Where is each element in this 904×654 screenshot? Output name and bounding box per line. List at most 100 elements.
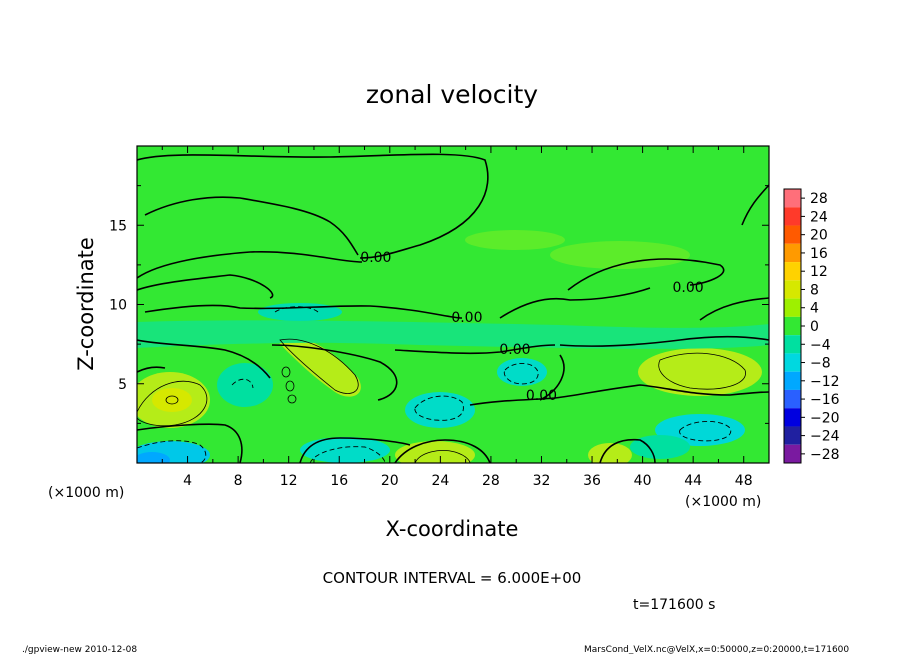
field-negative-region [258,303,342,321]
x-tick-label: 40 [634,473,652,489]
colorbar-swatch [784,389,801,409]
y-axis-ticks: 5 10 15 [109,185,769,424]
x-tick-label: 28 [482,473,500,489]
contour-line [559,335,769,347]
colorbar-label: −8 [810,356,831,372]
colorbar-swatch [784,408,801,427]
colorbar-swatch [784,189,801,208]
contour-line [539,354,565,401]
contour-line [137,153,489,259]
colorbar-label: 16 [810,246,828,262]
contour-line [679,421,732,442]
contour-line [658,352,746,390]
colorbar-swatch [784,298,801,317]
x-tick-label: 8 [234,473,243,489]
contour-line [741,184,769,226]
contour-label: 0.00 [499,342,530,358]
contour-line [394,344,556,355]
contour-label: 0.00 [673,280,704,296]
colorbar-label: −16 [810,392,840,408]
zero-contours [137,153,769,463]
contour-line [137,440,207,463]
field-negative-region [630,435,690,459]
colorbar-swatch [784,280,801,299]
contour-line [414,450,471,463]
contour-line [394,439,491,463]
colorbar-label: 20 [810,228,828,244]
contour-line [137,423,243,463]
colorbar: 28 24 20 16 12 8 4 0 −4 −8 −12 −16 −20 −24 −28 [783,188,840,464]
colorbar-swatch [784,371,801,390]
negative-contours [137,306,732,463]
contour-line [274,306,319,313]
field-positive-core [152,388,192,412]
time-label: t=171600 s [633,597,715,613]
colorbar-label: 24 [810,209,828,225]
contour-line [281,366,291,378]
colorbar-swatch [784,243,801,263]
contour-labels: 0.00 0.00 0.00 0.00 0.00 [360,250,703,404]
footer-right: MarsCond_VelX.nc@VelX,x=0:50000,z=0:2000… [584,645,849,654]
contour-line [137,274,274,299]
colorbar-label: 0 [810,319,819,335]
x-unit-label-left: (×1000 m) [48,485,124,501]
colorbar-label: −4 [810,337,831,353]
x-tick-label: 36 [583,473,601,489]
footer-left: ./gpview-new 2010-12-08 [22,645,137,654]
x-tick-label: 20 [381,473,399,489]
colorbar-label: 8 [810,282,819,298]
colorbar-swatch [784,444,801,463]
contour-line [279,338,359,394]
chart-title: zonal velocity [366,80,538,109]
contour-line [137,380,208,427]
contour-line [165,395,179,405]
contour-line [271,344,398,401]
colorbar-label: −28 [810,447,840,463]
field-negative-region [300,437,390,463]
contour-line [414,395,464,421]
x-tick-label: 16 [330,473,348,489]
x-tick-label: 4 [183,473,192,489]
colorbar-label: 4 [810,301,819,317]
contour-line [299,437,411,463]
colorbar-swatch [784,426,801,445]
x-axis-title: X-coordinate [386,517,519,541]
contour-line [137,339,271,379]
colorbar-swatch [784,262,801,281]
colorbar-label: −12 [810,374,840,390]
field-negative-region [217,363,273,407]
contour-line [137,366,166,373]
colorbar-label: 28 [810,191,828,207]
contour-line [287,394,297,404]
field-positive-region [272,334,361,397]
y-tick-label: 10 [109,298,127,314]
x-tick-label: 32 [533,473,551,489]
x-axis-ticks: 4 8 12 16 20 24 28 32 36 40 44 48 [161,146,753,489]
y-tick-label: 5 [118,377,127,393]
x-unit-label-right: (×1000 m) [685,494,761,510]
contour-line [309,446,386,463]
y-tick-label: 15 [109,218,127,234]
x-tick-label: 44 [684,473,702,489]
contour-line [499,287,651,319]
field-positive-region [465,230,565,250]
colorbar-label: 12 [810,264,828,280]
colorbar-swatch [784,335,801,354]
contour-line [469,384,769,406]
contour-label: 0.00 [360,250,391,266]
contour-label: 0.00 [526,388,557,404]
field-positive-region [550,241,690,269]
field-negative-region [497,358,547,386]
colorbar-swatch [784,225,801,244]
field-negative-band [137,320,769,349]
field-positive-region [588,443,632,463]
field-negative-region [405,392,475,428]
contour-label: 0.00 [451,310,482,326]
colorbar-swatch [784,316,801,336]
contour-interval-label: CONTOUR INTERVAL = 6.000E+00 [323,569,582,587]
field-negative-core [137,452,170,463]
contour-line [503,363,539,385]
contour-line [231,378,254,389]
colorbar-swatch [784,207,801,226]
